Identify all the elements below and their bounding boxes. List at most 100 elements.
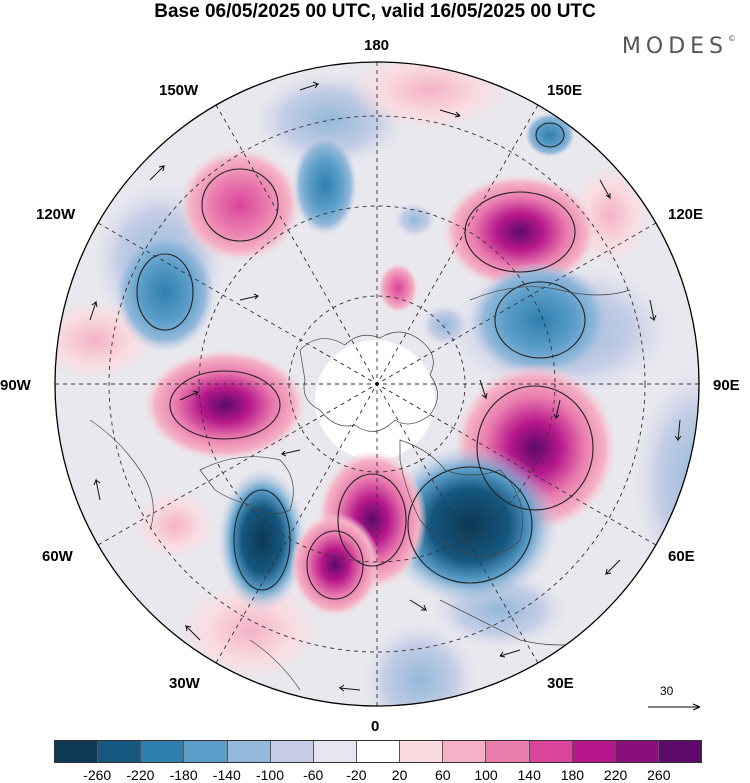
colorbar-swatch bbox=[270, 741, 314, 762]
contour-line bbox=[136, 253, 194, 331]
colorbar-swatch bbox=[184, 741, 228, 762]
colorbar-tick-label: -140 bbox=[212, 767, 241, 783]
wind-arrows bbox=[89, 81, 682, 692]
anomaly-field bbox=[55, 62, 699, 706]
coastline bbox=[89, 419, 154, 531]
colorbar-tick-label: 100 bbox=[474, 767, 498, 783]
colorbar-tick-label: -100 bbox=[255, 767, 285, 783]
colorbar-tick-label: 20 bbox=[391, 767, 408, 783]
coastline bbox=[249, 639, 301, 691]
map-frame bbox=[54, 61, 700, 707]
anomaly-blob bbox=[382, 445, 558, 605]
contour-line bbox=[535, 122, 565, 148]
contour-line bbox=[306, 530, 364, 600]
coastline bbox=[199, 456, 294, 515]
longitude-label-90w: 90W bbox=[0, 377, 31, 394]
contour-line bbox=[233, 489, 291, 591]
longitude-label-60e: 60E bbox=[668, 548, 695, 565]
wind-arrow bbox=[439, 109, 461, 118]
wind-arrow bbox=[338, 684, 361, 692]
reference-vector-label: 30 bbox=[660, 684, 674, 698]
colorbar-swatch bbox=[486, 741, 530, 762]
colorbar-tick-label: -220 bbox=[126, 767, 155, 783]
contour-line bbox=[169, 370, 281, 440]
colorbar bbox=[54, 740, 702, 763]
wind-arrow bbox=[299, 81, 320, 91]
contour-lines bbox=[136, 122, 594, 600]
wind-arrow bbox=[553, 399, 561, 420]
wind-arrow bbox=[89, 300, 98, 321]
north-pole-marker bbox=[375, 382, 379, 386]
anomaly-blob bbox=[470, 262, 610, 378]
colorbar-swatch bbox=[615, 741, 659, 762]
colorbar-swatch bbox=[529, 741, 573, 762]
colorbar-swatch bbox=[98, 741, 142, 762]
anomaly-blob bbox=[135, 490, 215, 560]
coastline bbox=[299, 331, 438, 432]
wind-arrow bbox=[409, 599, 428, 612]
anomaly-blob bbox=[290, 513, 380, 617]
anomaly-blob bbox=[143, 349, 307, 461]
anomaly-blob bbox=[178, 147, 302, 263]
brand-mark: © bbox=[728, 34, 736, 43]
colorbar-tick-label: 260 bbox=[647, 767, 671, 783]
colorbar-tick-label: -180 bbox=[169, 767, 198, 783]
longitude-label-120w: 120W bbox=[36, 206, 76, 223]
anomaly-blob bbox=[360, 620, 480, 706]
reference-vector-arrow bbox=[648, 703, 701, 711]
anomaly-blob bbox=[115, 232, 215, 352]
anomaly-blob bbox=[378, 263, 418, 313]
colorbar-tick-label: 140 bbox=[517, 767, 541, 783]
longitude-label-60w: 60W bbox=[42, 548, 73, 565]
brand-name: MODES bbox=[621, 34, 728, 59]
contour-line bbox=[494, 281, 586, 359]
wind-arrow bbox=[479, 379, 488, 400]
coastline bbox=[469, 286, 631, 301]
anomaly-blob bbox=[180, 580, 320, 680]
wind-arrow bbox=[179, 390, 200, 401]
colorbar-tick-label: -60 bbox=[303, 767, 324, 783]
colorbar-tick-label: -260 bbox=[83, 767, 112, 783]
wind-arrow bbox=[239, 293, 260, 301]
wind-arrow bbox=[649, 299, 657, 322]
wind-arrow bbox=[93, 478, 101, 501]
anomaly-blob bbox=[420, 303, 470, 347]
anomaly-blob bbox=[525, 113, 575, 157]
longitude-label-120e: 120E bbox=[668, 206, 704, 223]
longitude-label-90e: 90E bbox=[713, 377, 740, 394]
colorbar-tick-label: 60 bbox=[435, 767, 451, 783]
contour-line bbox=[407, 466, 533, 584]
colorbar-tick-label: 180 bbox=[560, 767, 585, 783]
coastline bbox=[399, 439, 523, 557]
longitude-label-150e: 150E bbox=[547, 82, 583, 99]
colorbar-swatch bbox=[572, 741, 616, 762]
wind-arrow bbox=[185, 624, 201, 641]
colorbar-swatch bbox=[443, 741, 487, 762]
wind-arrow bbox=[499, 649, 521, 658]
colorbar-swatch bbox=[141, 741, 185, 762]
longitude-label-0: 0 bbox=[371, 718, 380, 735]
longitude-label-30w: 30W bbox=[169, 675, 200, 692]
colorbar-swatch bbox=[658, 741, 702, 762]
contour-line bbox=[337, 473, 407, 567]
wind-arrow bbox=[604, 559, 621, 575]
colorbar-swatch bbox=[227, 741, 271, 762]
contour-line bbox=[201, 168, 279, 242]
modes-logo: MODES© bbox=[622, 34, 736, 59]
anomaly-blob bbox=[293, 135, 357, 235]
colorbar-swatch bbox=[400, 741, 444, 762]
latitude-circle bbox=[108, 115, 646, 653]
longitude-label-150w: 150W bbox=[159, 82, 199, 99]
anomaly-blob bbox=[393, 202, 437, 238]
colorbar-swatch bbox=[313, 741, 357, 762]
longitude-label-30e: 30E bbox=[547, 675, 574, 692]
map-title: Base 06/05/2025 00 UTC, valid 16/05/2025… bbox=[154, 1, 596, 22]
colorbar-swatch bbox=[55, 741, 99, 762]
longitude-label-180: 180 bbox=[364, 37, 390, 54]
wind-arrow bbox=[674, 419, 682, 442]
colorbar-swatch bbox=[356, 741, 401, 762]
wind-arrow bbox=[149, 165, 166, 181]
wind-arrow bbox=[599, 179, 611, 200]
colorbar-tick-label: -20 bbox=[346, 767, 367, 783]
